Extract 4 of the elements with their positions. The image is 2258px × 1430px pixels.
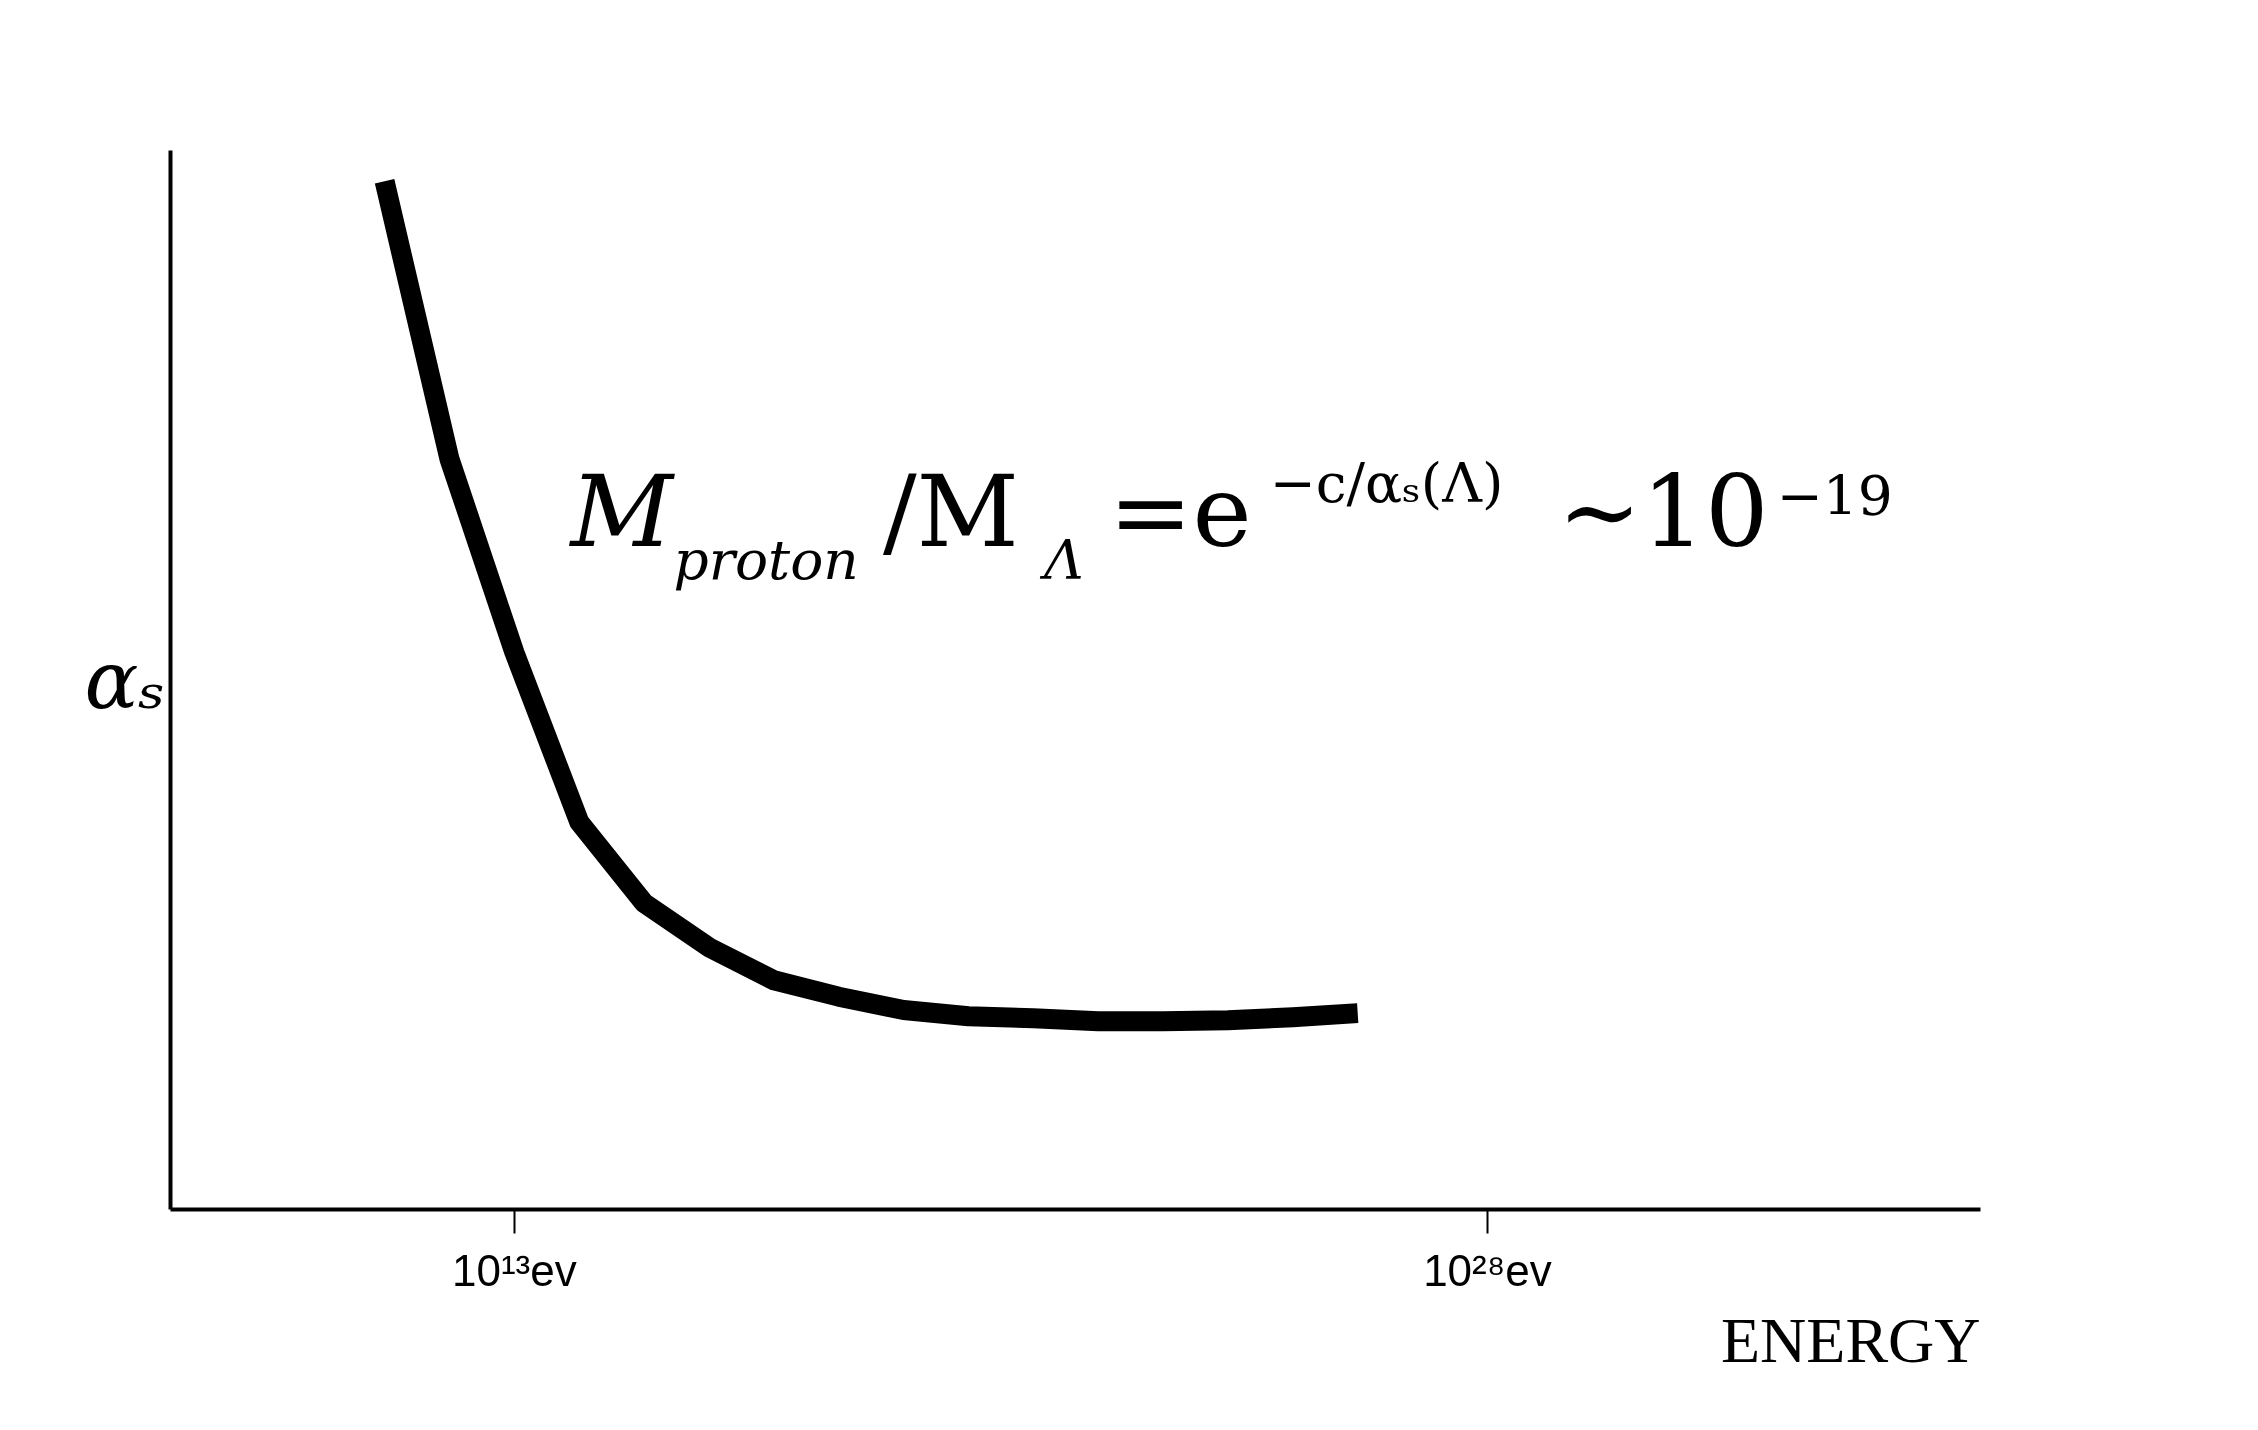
x-tick-label: 10¹³ev: [451, 1245, 577, 1295]
y-axis-title: αₛ: [84, 633, 166, 727]
x-tick-label: 10²⁸ev: [1423, 1245, 1552, 1295]
x-axis-title: ENERGY: [1720, 1304, 1981, 1376]
